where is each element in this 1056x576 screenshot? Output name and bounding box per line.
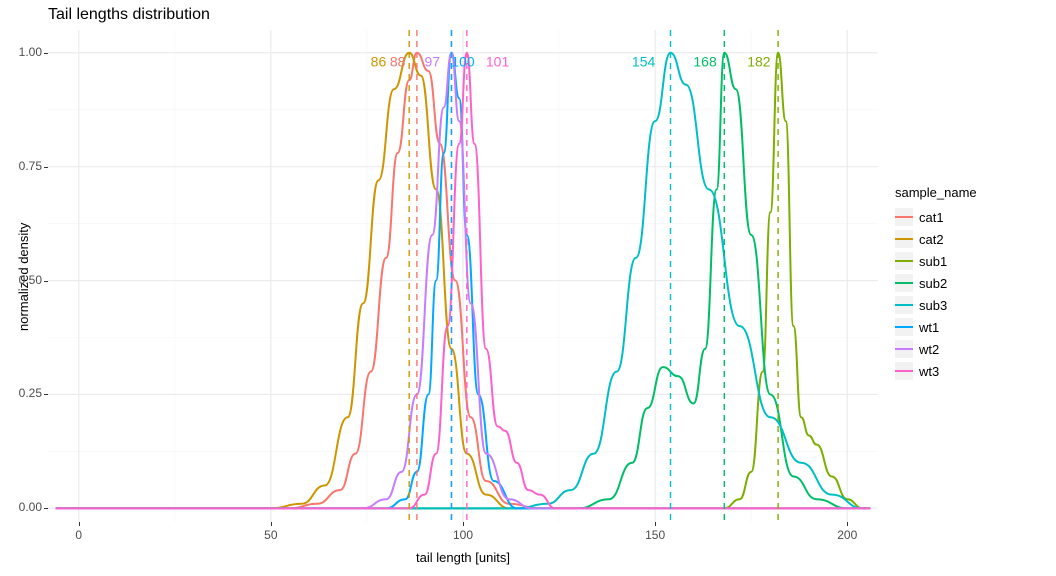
peak-label: 101 <box>486 53 510 69</box>
x-tick-label: 200 <box>832 528 862 542</box>
legend-item: cat2 <box>895 228 977 250</box>
legend-item: wt2 <box>895 338 977 360</box>
legend-item: wt3 <box>895 360 977 382</box>
legend-swatch <box>895 362 913 380</box>
peak-label: 88 <box>390 53 406 69</box>
y-tick-label: 0.00 <box>19 500 42 514</box>
legend-swatch <box>895 252 913 270</box>
peak-label: 97 <box>424 53 440 69</box>
legend-item: sub1 <box>895 250 977 272</box>
legend-swatch <box>895 208 913 226</box>
peak-label: 100 <box>451 53 475 69</box>
plot-svg: 8688 97 100 101 154 168 182 <box>48 30 878 522</box>
legend: sample_name cat1 cat2 sub1 sub2 sub3 wt1 wt2 wt… <box>895 185 977 382</box>
legend-item: sub3 <box>895 294 977 316</box>
legend-label: wt3 <box>919 364 939 379</box>
y-tick-label: 0.50 <box>19 273 42 287</box>
chart-title: Tail lengths distribution <box>48 6 210 24</box>
x-tick-label: 100 <box>448 528 478 542</box>
legend-item: cat1 <box>895 206 977 228</box>
y-tick-label: 0.25 <box>19 386 42 400</box>
x-axis-title: tail length [units] <box>48 550 878 565</box>
legend-label: cat2 <box>919 232 944 247</box>
peak-label: 154 <box>632 53 656 69</box>
plot-panel: 8688 97 100 101 154 168 182 <box>48 30 878 522</box>
legend-label: sub3 <box>919 298 947 313</box>
legend-title: sample_name <box>895 185 977 200</box>
legend-label: sub1 <box>919 254 947 269</box>
legend-swatch <box>895 318 913 336</box>
legend-label: sub2 <box>919 276 947 291</box>
peak-label: 168 <box>693 53 717 69</box>
x-tick-label: 150 <box>640 528 670 542</box>
y-tick-label: 1.00 <box>19 45 42 59</box>
peak-label: 86 <box>371 53 387 69</box>
x-tick-label: 0 <box>64 528 94 542</box>
legend-swatch <box>895 274 913 292</box>
chart-container: Tail lengths distribution 8688 97 100 101 15… <box>0 0 1056 576</box>
x-tick-label: 50 <box>256 528 286 542</box>
legend-label: wt1 <box>919 320 939 335</box>
legend-item: wt1 <box>895 316 977 338</box>
legend-label: wt2 <box>919 342 939 357</box>
legend-label: cat1 <box>919 210 944 225</box>
legend-swatch <box>895 296 913 314</box>
legend-item: sub2 <box>895 272 977 294</box>
peak-label: 182 <box>747 53 771 69</box>
legend-swatch <box>895 340 913 358</box>
legend-swatch <box>895 230 913 248</box>
y-tick-label: 0.75 <box>19 159 42 173</box>
